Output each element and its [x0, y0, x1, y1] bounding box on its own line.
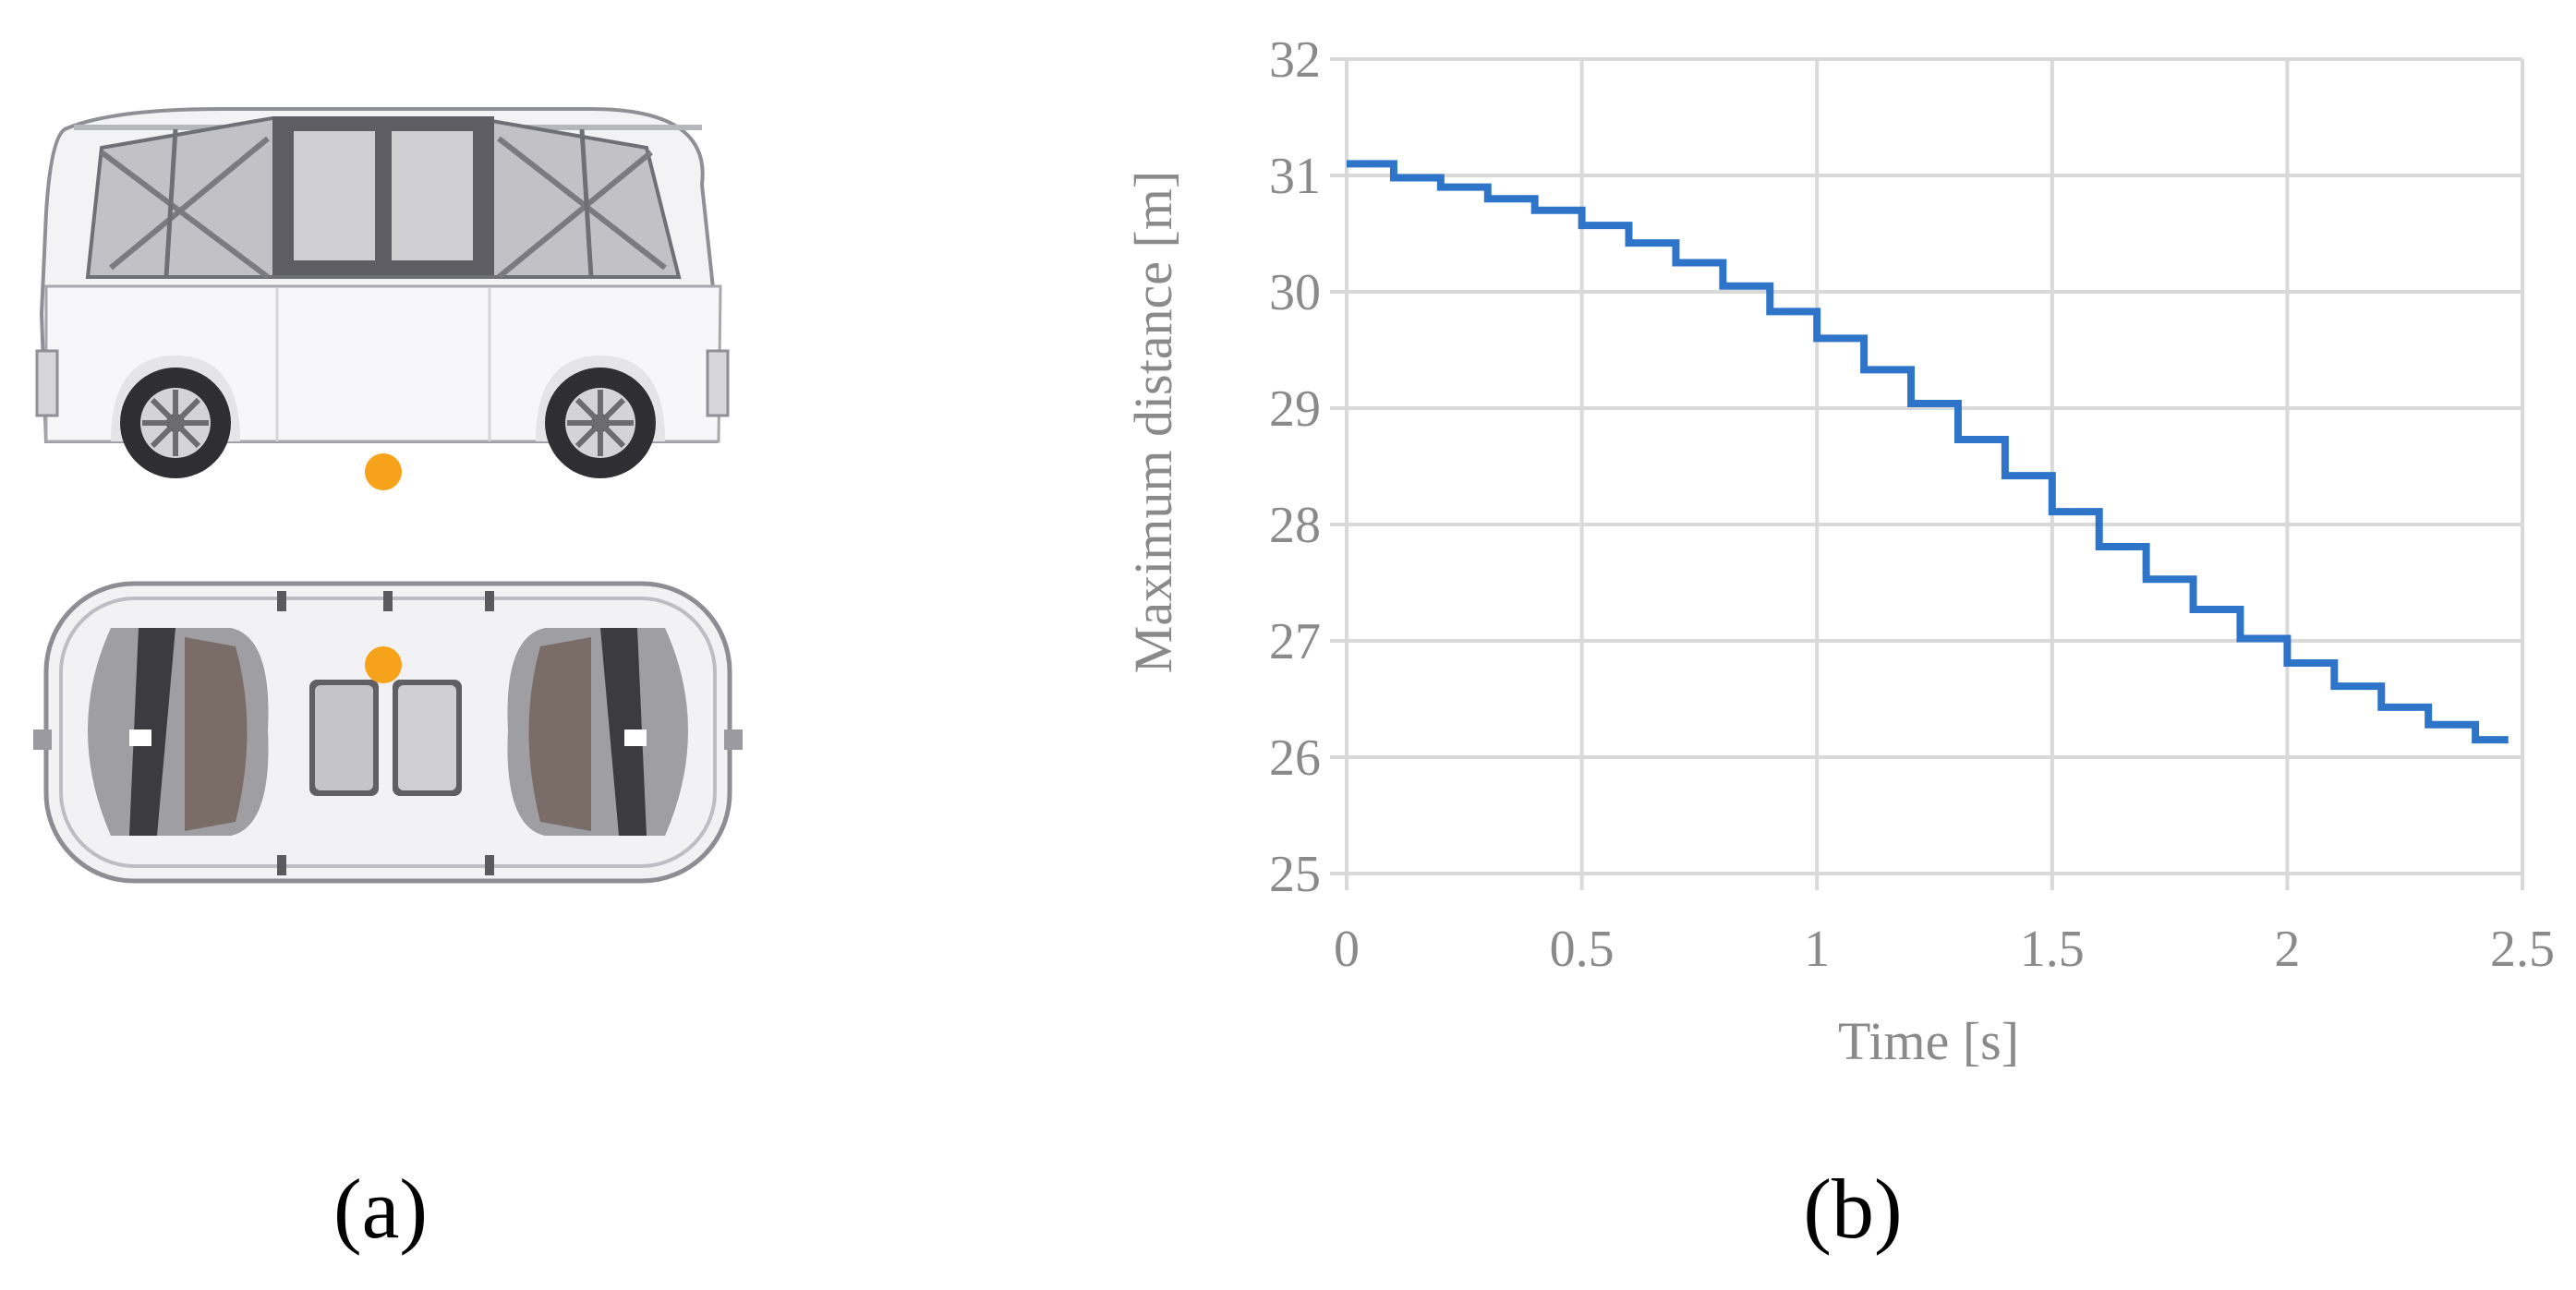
x-tick-labels: 0 0.5 1 1.5 2 2.5	[1334, 921, 2555, 978]
distance-chart: 25 26 27 28 29 30 31 32 0 0.5 1 1.5 2 2.5 Time [s] M…	[1123, 31, 2555, 1071]
sensor-position-dot-side	[365, 453, 402, 490]
x-axis-title: Time [s]	[1838, 1011, 2019, 1071]
y-tick-label: 32	[1269, 31, 1321, 89]
panel-label-a: (a)	[333, 1162, 428, 1256]
shuttle-side-view	[35, 107, 730, 478]
y-tick-label: 30	[1269, 264, 1321, 321]
x-tick-label: 0.5	[1550, 921, 1615, 978]
panel-label-b: (b)	[1803, 1162, 1902, 1256]
sensor-position-dot-top	[365, 646, 402, 683]
x-tick-label: 1.5	[2020, 921, 2085, 978]
y-axis-title: Maximum distance [m]	[1123, 171, 1183, 673]
y-tick-labels: 25 26 27 28 29 30 31 32	[1269, 31, 1321, 903]
y-tick-label: 25	[1269, 846, 1321, 903]
shuttle-top-view	[33, 581, 743, 884]
y-tick-label: 27	[1269, 613, 1321, 670]
x-tick-label: 2.5	[2490, 921, 2555, 978]
x-tick-label: 2	[2274, 921, 2300, 978]
x-tick-label: 0	[1334, 921, 1360, 978]
y-tick-label: 29	[1269, 380, 1321, 438]
y-tick-label: 26	[1269, 729, 1321, 787]
series-line-max-distance	[1347, 160, 2509, 744]
y-tick-label: 28	[1269, 497, 1321, 554]
chart-grid	[1330, 57, 2524, 890]
x-tick-label: 1	[1804, 921, 1830, 978]
y-tick-label: 31	[1269, 148, 1321, 205]
